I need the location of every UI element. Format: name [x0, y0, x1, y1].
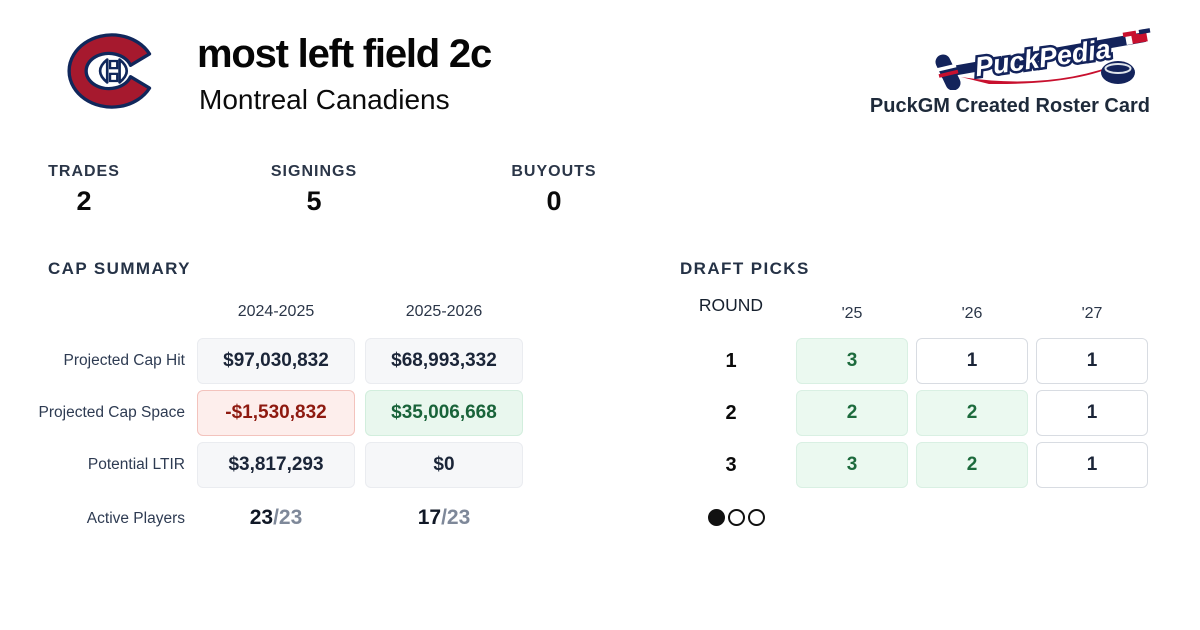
pick-r2-26: 2	[916, 390, 1028, 436]
stat-trades: TRADES 2	[9, 163, 159, 217]
cap-summary-column-header-2024-2025: 2024-2025	[237, 303, 315, 320]
puckpedia-wordmark: PuckPedia	[973, 34, 1112, 83]
round-3-label: 3	[725, 454, 737, 476]
row-label-projected-cap-space: Projected Cap Space	[38, 404, 185, 421]
year-column-header-27: '27	[1081, 305, 1103, 322]
stat-signings-value: 5	[306, 186, 322, 216]
active-players-current: 23	[249, 506, 274, 529]
pick-r2-27: 1	[1036, 390, 1148, 436]
ltir-2024-2025: $3,817,293	[197, 442, 355, 488]
round-2-label: 2	[725, 402, 737, 424]
round-column-header: ROUND	[698, 295, 764, 315]
stat-buyouts-value: 0	[546, 186, 562, 216]
draft-picks-heading: DRAFT PICKS	[680, 259, 810, 278]
cap-summary-column-header-2025-2026: 2025-2026	[405, 303, 483, 320]
pagination-dot-1[interactable]	[708, 509, 725, 526]
row-label-active-players: Active Players	[86, 510, 185, 527]
pick-r1-26: 1	[916, 338, 1028, 384]
stat-trades-value: 2	[76, 186, 92, 216]
year-column-header-26: '26	[961, 305, 983, 322]
pagination-dot-2[interactable]	[728, 509, 745, 526]
cap-space-2024-2025: -$1,530,832	[197, 390, 355, 436]
cap-hit-2025-2026: $68,993,332	[365, 338, 523, 384]
montreal-canadiens-logo-icon	[67, 33, 152, 109]
cap-space-2025-2026: $35,006,668	[365, 390, 523, 436]
pick-r3-27: 1	[1036, 442, 1148, 488]
team-name: Montreal Canadiens	[199, 84, 450, 115]
pick-r1-27: 1	[1036, 338, 1148, 384]
page-title: most left field 2c	[197, 32, 492, 76]
active-players-total: /23	[273, 506, 303, 529]
row-label-projected-cap-hit: Projected Cap Hit	[63, 352, 185, 369]
puckpedia-logo-icon: PuckPedia	[935, 28, 1151, 90]
active-players-2025-2026: 17/23	[365, 507, 523, 529]
cap-hit-2024-2025: $97,030,832	[197, 338, 355, 384]
pick-r1-25: 3	[796, 338, 908, 384]
year-column-header-25: '25	[841, 305, 863, 322]
stat-trades-label: TRADES	[48, 163, 120, 180]
cap-summary-heading: CAP SUMMARY	[48, 259, 191, 278]
pagination	[708, 509, 765, 526]
round-1-label: 1	[725, 350, 737, 372]
pagination-dot-3[interactable]	[748, 509, 765, 526]
ltir-2025-2026: $0	[365, 442, 523, 488]
pick-r2-25: 2	[796, 390, 908, 436]
stat-signings-label: SIGNINGS	[270, 163, 358, 180]
active-players-2024-2025: 23/23	[197, 507, 355, 529]
brand-caption: PuckGM Created Roster Card	[869, 95, 1150, 117]
pick-r3-25: 3	[796, 442, 908, 488]
row-label-potential-ltir: Potential LTIR	[87, 456, 185, 473]
active-players-total: /23	[441, 506, 471, 529]
stat-buyouts: BUYOUTS 0	[479, 163, 629, 217]
stat-signings: SIGNINGS 5	[239, 163, 389, 217]
stat-buyouts-label: BUYOUTS	[511, 163, 597, 180]
pick-r3-26: 2	[916, 442, 1028, 488]
active-players-current: 17	[417, 506, 442, 529]
